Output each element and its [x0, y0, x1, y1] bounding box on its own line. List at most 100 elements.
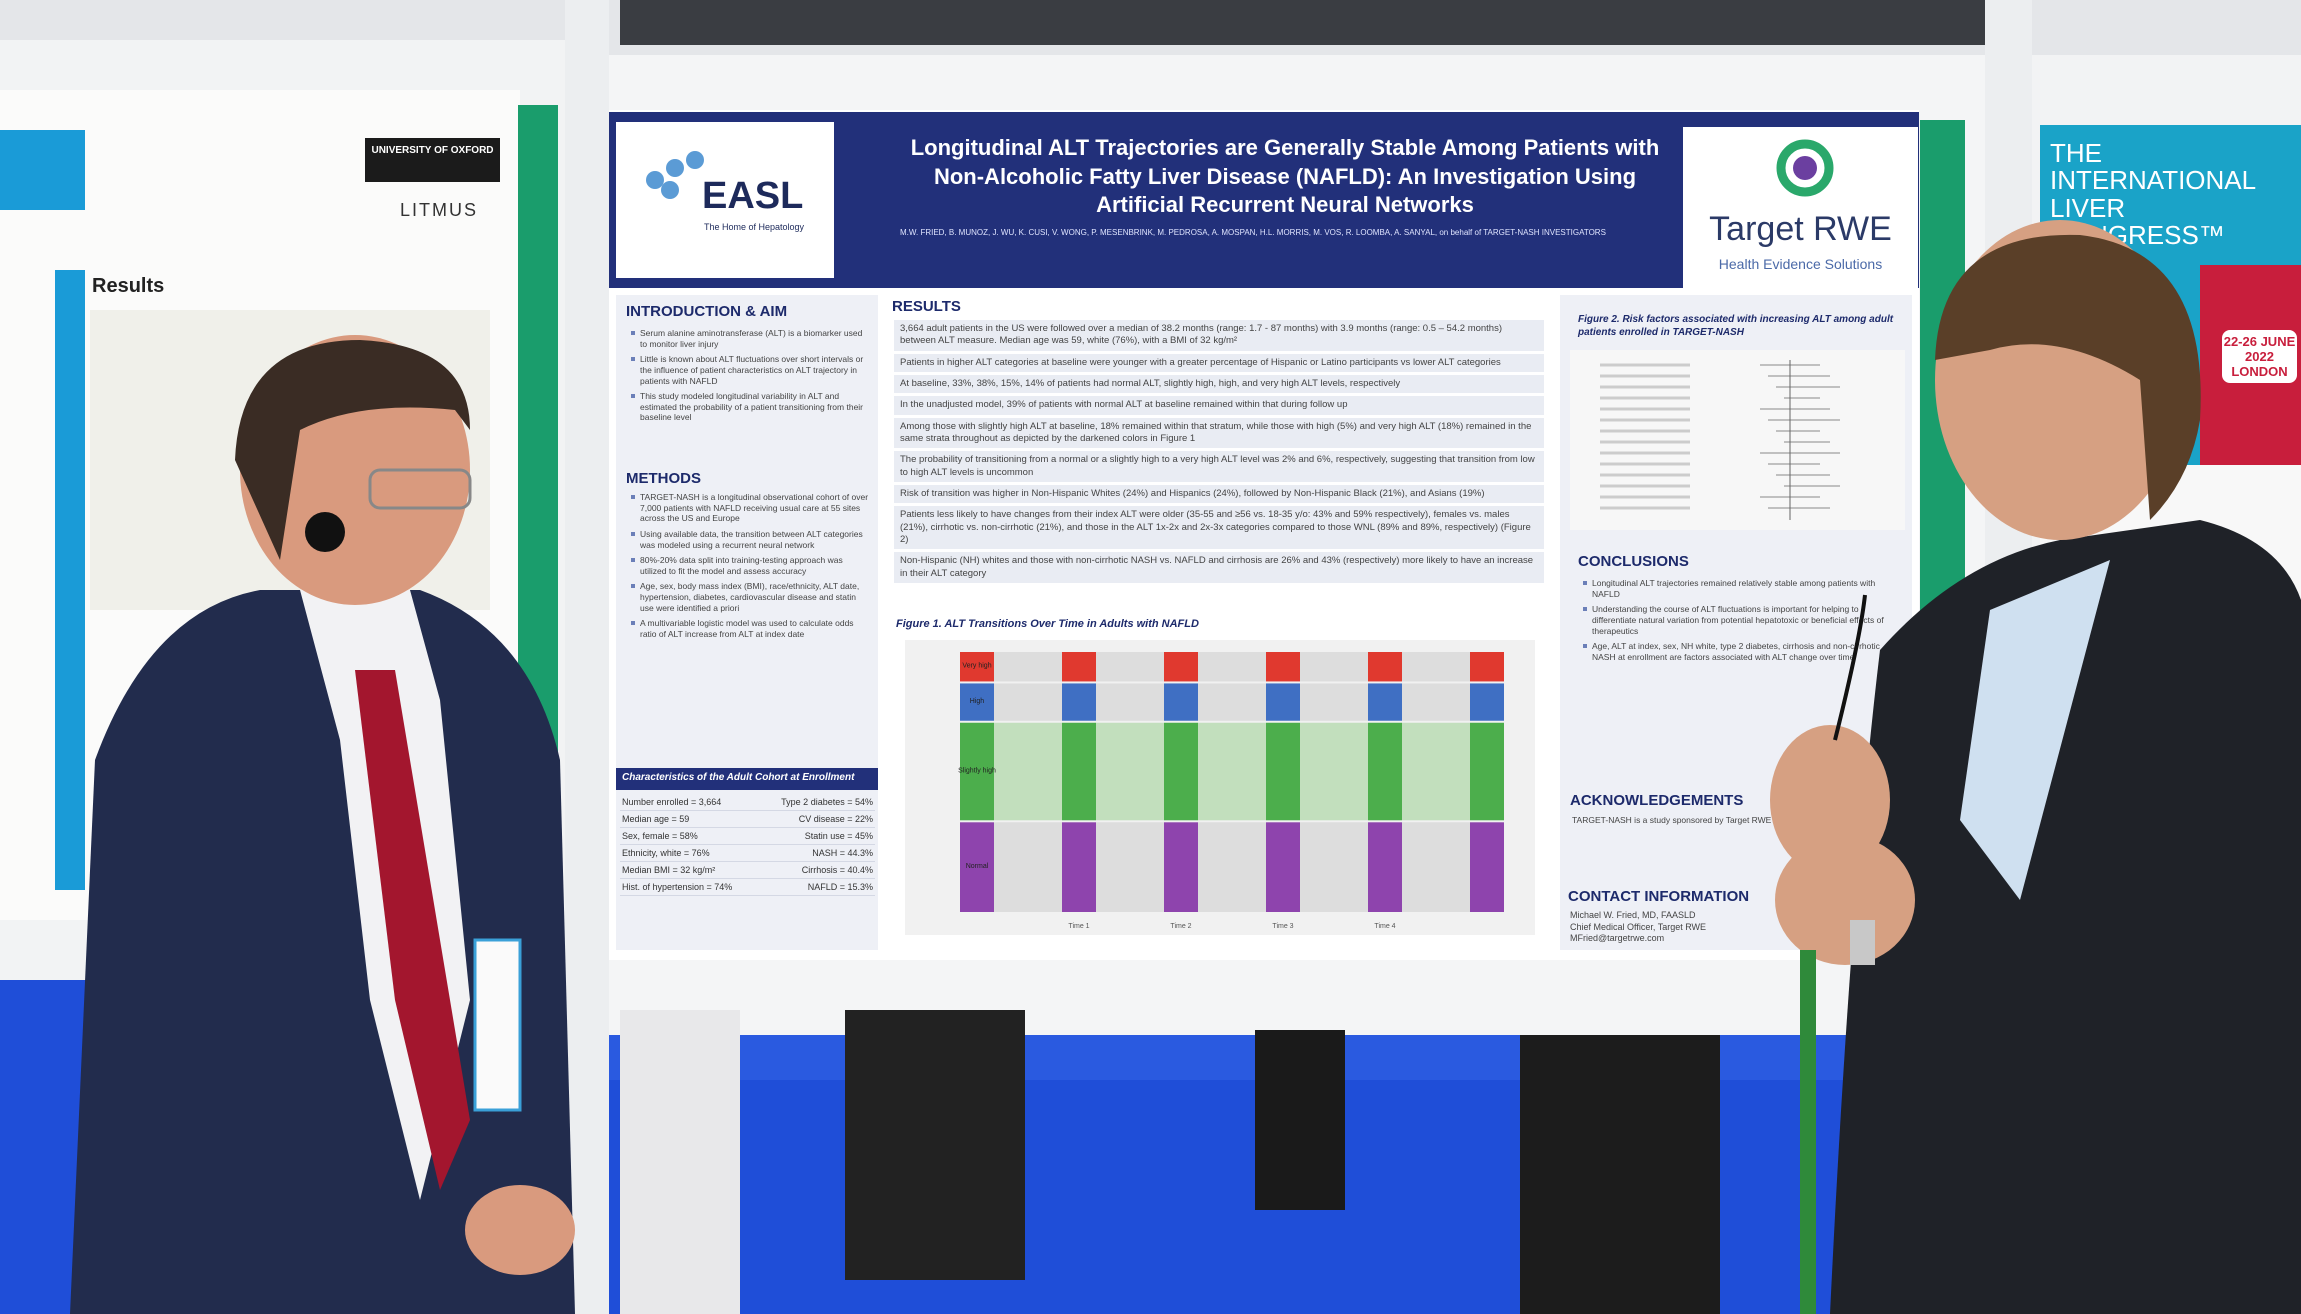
hair-left-man	[235, 340, 470, 560]
sankey-flow	[1096, 652, 1164, 682]
result-item: Among those with slightly high ALT at ba…	[894, 417, 1544, 449]
poster-authors: M.W. FRIED, B. MUNOZ, J. WU, K. CUSI, V.…	[900, 228, 1606, 237]
time-label: Time 2	[1170, 923, 1191, 930]
sankey-node	[960, 683, 994, 721]
congress-dates: 22-26 JUNE 2022 LONDON	[2222, 330, 2297, 383]
left-stripe	[55, 270, 85, 890]
figure2-box	[1570, 350, 1905, 530]
badge	[473, 938, 522, 1112]
contact-line: Michael W. Fried, MD, FAASLD	[1570, 910, 1696, 920]
sankey-level-label: Slightly high	[958, 768, 996, 775]
hair-right-man	[1935, 234, 2201, 520]
sankey-node	[1164, 652, 1198, 682]
sponsor-icon	[1776, 139, 1834, 197]
section-heading: CONTACT INFORMATION	[1568, 888, 1750, 905]
sponsor-tagline: Health Evidence Solutions	[1718, 256, 1883, 272]
result-item: In the unadjusted model, 39% of patients…	[894, 396, 1544, 415]
time-label: Time 3	[1272, 923, 1293, 930]
easl-dot	[686, 151, 704, 169]
contact-line: Chief Medical Officer, Target RWE	[1570, 921, 1707, 932]
sankey-flow	[1402, 722, 1470, 821]
cohort-cell: NAFLD = 15.3%	[807, 882, 873, 892]
section-heading: RESULTS	[892, 298, 961, 315]
shirt-right-man	[1960, 560, 2110, 900]
contact-line: MFried@targetrwe.com	[1570, 933, 1665, 944]
bullet: This study modeled longitudinal variabil…	[630, 391, 870, 423]
sankey-level-label: High	[970, 698, 985, 705]
poster-title: Longitudinal ALT Trajectories are Genera…	[910, 135, 1660, 218]
sankey-node	[1368, 722, 1402, 821]
sponsor-name: Target RWE	[1709, 210, 1892, 248]
sankey-flow	[994, 652, 1062, 682]
left-results-heading: Results	[92, 275, 165, 297]
bullet: A multivariable logistic model was used …	[630, 618, 870, 639]
cohort-cell: Sex, female = 58%	[622, 831, 698, 841]
sankey-flow	[994, 683, 1062, 721]
result-item: 3,664 adult patients in the US were foll…	[894, 320, 1544, 351]
result-item: Patients in higher ALT categories at bas…	[894, 353, 1544, 373]
ack-text: TARGET-NASH is a study sponsored by Targ…	[1572, 815, 1833, 825]
result-item: The probability of transitioning from a …	[894, 451, 1544, 483]
visitor-legs	[845, 1010, 1025, 1280]
bullet: Age, sex, body mass index (BMI), race/et…	[630, 581, 870, 613]
sankey-flow	[1198, 683, 1266, 721]
sankey-flow	[1402, 683, 1470, 721]
oxford-text: UNIVERSITY OF OXFORD	[371, 145, 494, 156]
sankey-flow	[1300, 822, 1368, 912]
cohort-cell: Type 2 diabetes = 54%	[781, 797, 873, 807]
sankey-node	[960, 722, 994, 821]
cohort-table: Number enrolled = 3,664 Type 2 diabetes =…	[620, 794, 875, 896]
sankey-flow	[1096, 822, 1164, 912]
cohort-cell: Hist. of hypertension = 74%	[622, 882, 733, 892]
sankey-level-label: Normal	[966, 863, 989, 870]
sponsor-logo-box	[1683, 127, 1918, 290]
cohort-heading: Characteristics of the Adult Cohort at E…	[622, 772, 855, 783]
sankey-node	[1470, 652, 1504, 682]
bullet: Little is known about ALT fluctuations o…	[630, 354, 870, 386]
cohort-cell: Statin use = 45%	[804, 831, 873, 841]
litmus-text: LITMUS	[400, 200, 479, 220]
figure2-caption: Figure 2. Risk factors associated with i…	[1578, 314, 1894, 338]
sankey-flow	[1096, 722, 1164, 821]
easl-dot	[661, 181, 679, 199]
sankey-flow	[1198, 822, 1266, 912]
cohort-cell: Cirrhosis = 40.4%	[801, 865, 873, 875]
section-heading: ACKNOWLEDGEMENTS	[1570, 792, 1744, 809]
suit-right-man	[1830, 520, 2301, 1314]
cohort-cell: Median BMI = 32 kg/m²	[622, 865, 716, 875]
cohort-row: Hist. of hypertension = 74% NAFLD = 15.3%	[620, 879, 875, 896]
visitor-legs	[1255, 1030, 1345, 1210]
sankey-node	[1368, 683, 1402, 721]
easl-name: EASL	[702, 175, 804, 217]
sankey-flow	[1096, 683, 1164, 721]
cohort-row: Number enrolled = 3,664 Type 2 diabetes =…	[620, 794, 875, 811]
bullet: Serum alanine aminotransferase (ALT) is …	[630, 328, 870, 349]
visitor-legs	[620, 1010, 740, 1314]
cohort-row: Median age = 59 CV disease = 22%	[620, 811, 875, 828]
sankey-node	[1368, 822, 1402, 912]
cohort-cell: Number enrolled = 3,664	[622, 797, 722, 807]
methods-list: TARGET-NASH is a longitudinal observatio…	[630, 492, 870, 645]
result-item: At baseline, 33%, 38%, 15%, 14% of patie…	[894, 375, 1544, 394]
conclusions-list: Longitudinal ALT trajectories remained r…	[1582, 578, 1897, 667]
sankey-flow	[994, 822, 1062, 912]
figure1-caption: Figure 1. ALT Transitions Over Time in A…	[896, 618, 1199, 630]
result-item: Risk of transition was higher in Non-His…	[894, 485, 1544, 504]
sankey-flow	[1198, 722, 1266, 821]
cohort-row: Ethnicity, white = 76% NASH = 44.3%	[620, 845, 875, 862]
sankey: Very high High Slightly high Normal Time 1 Ti…	[958, 652, 1504, 930]
sankey-node	[1164, 722, 1198, 821]
sankey-node	[1062, 683, 1096, 721]
hands-left-man	[465, 1185, 575, 1275]
time-label: Time 1	[1068, 923, 1089, 930]
intro-list: Serum alanine aminotransferase (ALT) is …	[630, 328, 870, 428]
glasses	[368, 468, 472, 510]
sankey-node	[1062, 652, 1096, 682]
sankey-node	[1368, 652, 1402, 682]
sankey-node	[1266, 652, 1300, 682]
easl-dot	[666, 159, 684, 177]
cohort-cell: Ethnicity, white = 76%	[622, 848, 710, 858]
sankey-node	[1470, 722, 1504, 821]
